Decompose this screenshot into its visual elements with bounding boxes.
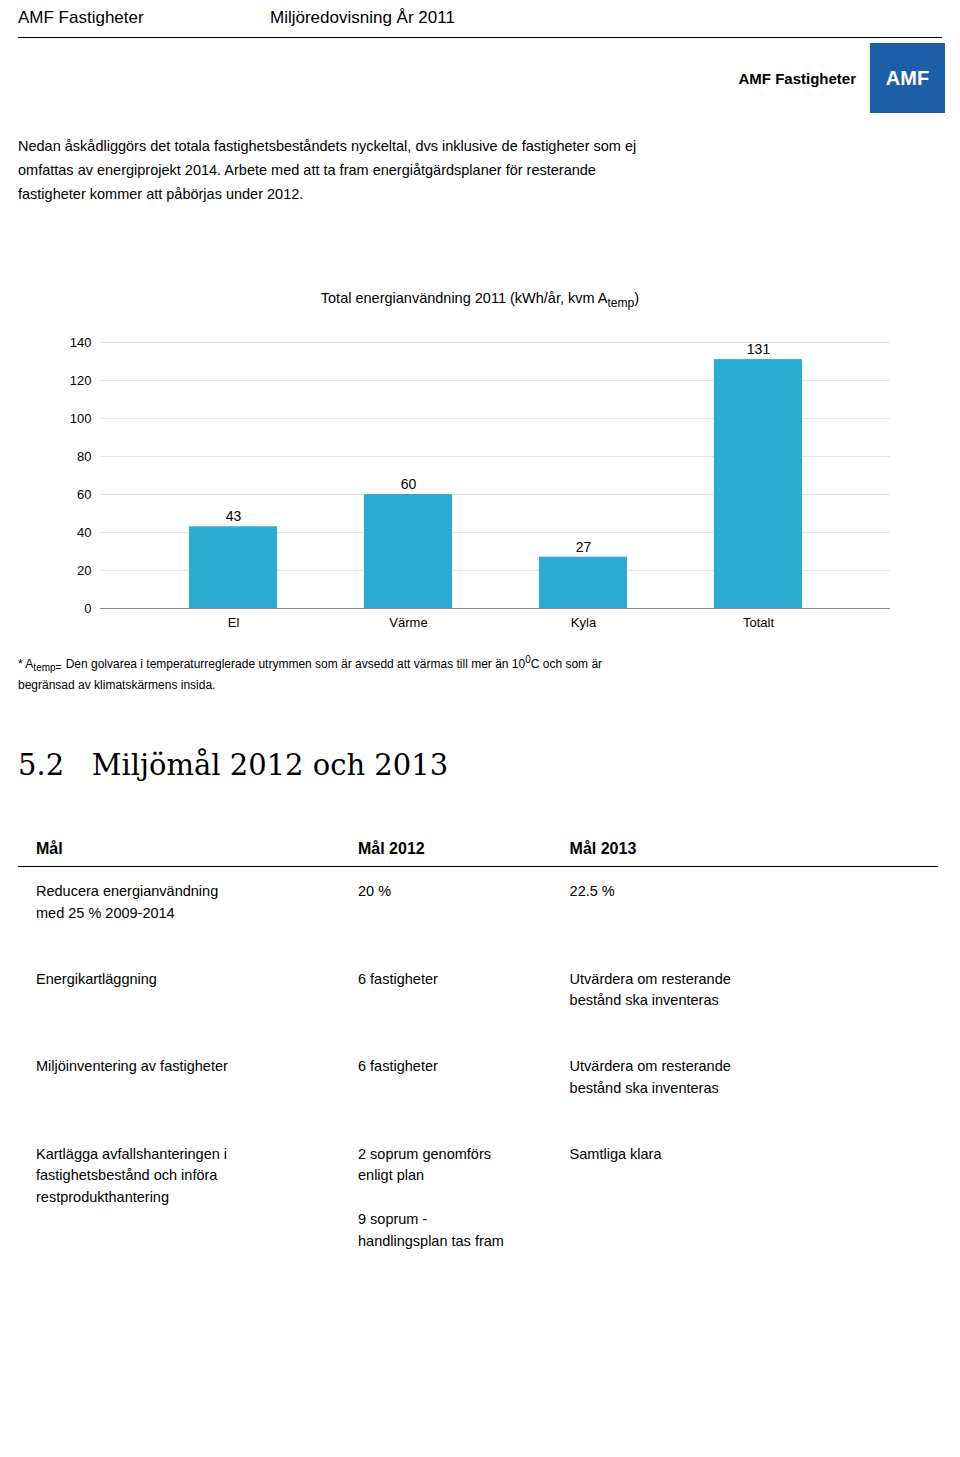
svg-text:40: 40 — [77, 525, 91, 540]
html-text:Mål 2012: Mål 2012 — [358, 840, 425, 857]
html-text:begränsad av klimatskärmens in: begränsad av klimatskärmens insida. — [18, 678, 216, 693]
html-text:AMF: AMF — [885, 66, 930, 89]
html-text:5.2 Miljömål 2012 och 2013: 5.2 Miljömål 2012 och 2013 — [18, 748, 449, 782]
html-text:20 %: 20 % — [358, 883, 392, 899]
html-text:Miljöinventering av fastighete: Miljöinventering av fastigheter — [36, 1058, 228, 1074]
svg-text:100: 100 — [70, 411, 92, 426]
svg-text:131: 131 — [747, 341, 771, 357]
svg-text:60: 60 — [77, 487, 91, 502]
html-text:Kartlägga avfallshanteringen i: Kartlägga avfallshanteringen i fastighet… — [36, 1145, 227, 1205]
svg-text:120: 120 — [70, 373, 92, 388]
svg-text:140: 140 — [70, 335, 92, 350]
svg-text:Värme: Värme — [389, 615, 427, 630]
html-text:Utvärdera om resterande bestån: Utvärdera om resterande bestånd ska inve… — [569, 970, 731, 1009]
svg-text:Kyla: Kyla — [571, 615, 597, 630]
html-text:Total energianvändning 2011 (k: Total energianvändning 2011 (kWh/år, kvm… — [320, 290, 640, 310]
svg-text:43: 43 — [226, 508, 242, 524]
html-text:22.5 %: 22.5 % — [569, 883, 615, 899]
svg-text:0: 0 — [84, 601, 91, 616]
html-text:Nedan åskådliggörs det totala: Nedan åskådliggörs det totala fastighets… — [18, 138, 637, 202]
html-text:AMF Fastigheter: AMF Fastigheter — [738, 69, 856, 87]
html-text:Energikartläggning: Energikartläggning — [36, 970, 157, 987]
html-text:Mål: Mål — [36, 840, 63, 857]
html-text:Mål 2013: Mål 2013 — [569, 840, 637, 857]
html-text:* Atemp= Den golvarea i temper: * Atemp= Den golvarea i temperaturregler… — [18, 657, 526, 674]
svg-text:60: 60 — [401, 476, 417, 492]
svg-text:27: 27 — [576, 539, 592, 555]
html-text:AMF Fastigheter: AMF Fastigheter — [18, 8, 144, 27]
svg-text:20: 20 — [77, 563, 91, 578]
html-text:Utvärdera om resterande bestån: Utvärdera om resterande bestånd ska inve… — [569, 1058, 731, 1096]
html-text:6 fastigheter: 6 fastigheter — [358, 1058, 438, 1074]
html-text:2 soprum genomförs enligt plan: 2 soprum genomförs enligt plan 9 soprum … — [358, 1145, 504, 1249]
html-text:Samtliga klara: Samtliga klara — [569, 1145, 662, 1162]
html-text:Miljöredovisning År 2011: Miljöredovisning År 2011 — [270, 8, 455, 27]
html-text:6 fastigheter: 6 fastigheter — [358, 970, 438, 987]
svg-text:80: 80 — [77, 449, 91, 464]
svg-text:El: El — [228, 615, 240, 630]
html-text:Reducera energianvändning med: Reducera energianvändning med 25 % 2009-… — [36, 883, 219, 921]
svg-text:Totalt: Totalt — [743, 615, 774, 630]
html-text:0C och som är: 0C och som är — [525, 654, 603, 671]
